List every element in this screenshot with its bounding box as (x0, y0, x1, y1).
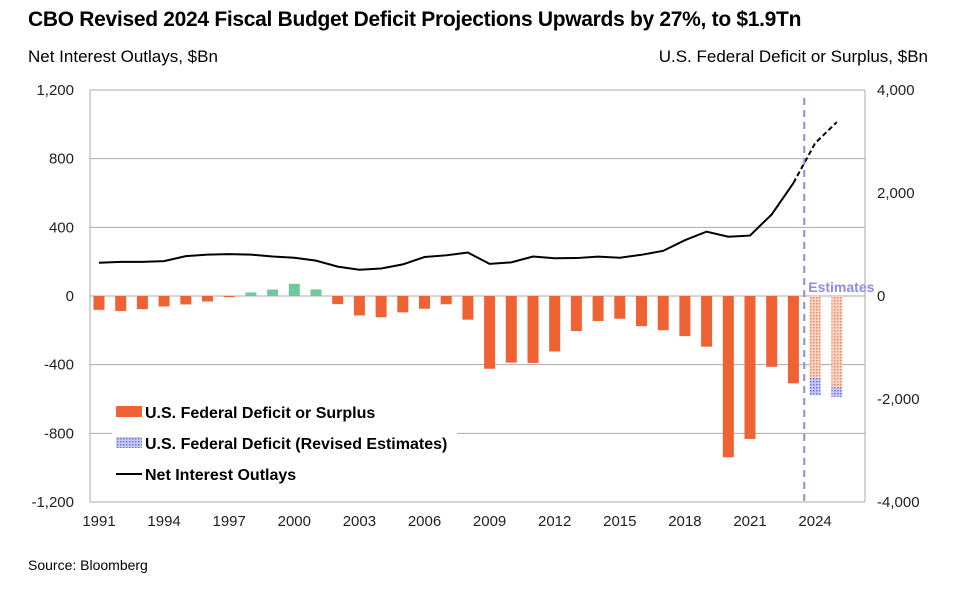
x-tick-label: 2021 (733, 513, 766, 530)
x-tick-label: 1991 (82, 513, 115, 530)
estimates-label: Estimates (808, 279, 874, 295)
left-tick-label: -1,200 (31, 494, 74, 511)
right-tick-label: 2,000 (877, 185, 915, 202)
legend-background (112, 398, 457, 490)
surplus-bar (245, 292, 257, 296)
right-tick-label: -4,000 (877, 494, 920, 511)
deficit-bar (332, 296, 344, 305)
left-tick-label: 1,200 (36, 82, 74, 99)
deficit-bar (549, 296, 561, 352)
revised-estimate-bar (809, 377, 821, 396)
net-interest-line (98, 182, 795, 271)
deficit-bar (614, 296, 626, 319)
left-tick-label: 800 (49, 151, 74, 168)
estimate-bar (831, 296, 843, 388)
deficit-bar (722, 296, 734, 458)
surplus-bar (288, 283, 300, 296)
deficit-bar (353, 296, 365, 316)
right-tick-label: -2,000 (877, 391, 920, 408)
deficit-bar (375, 296, 387, 318)
legend: U.S. Federal Deficit or Surplus U.S. Fede… (112, 398, 457, 490)
x-tick-label: 2012 (538, 513, 571, 530)
deficit-bar (93, 296, 105, 310)
x-tick-label: 2006 (408, 513, 441, 530)
deficit-bar (223, 296, 235, 298)
legend-label: U.S. Federal Deficit (Revised Estimates) (145, 436, 447, 453)
deficit-bar (679, 296, 691, 337)
legend-label: U.S. Federal Deficit or Surplus (145, 405, 375, 422)
deficit-bar (158, 296, 170, 307)
deficit-bar (397, 296, 409, 313)
left-tick-label: -400 (44, 357, 74, 374)
revised-estimate-bar (831, 387, 843, 397)
deficit-bar (766, 296, 778, 367)
x-tick-label: 2000 (278, 513, 311, 530)
deficit-bar (180, 296, 192, 305)
deficit-bar (115, 296, 127, 311)
deficit-bar (202, 296, 213, 302)
deficit-bar (701, 296, 713, 347)
deficit-bar (570, 296, 582, 332)
legend-swatch (116, 437, 142, 448)
deficit-bar (744, 296, 756, 439)
x-tick-label: 1997 (213, 513, 246, 530)
estimate-bar (809, 296, 821, 378)
deficit-bar (657, 296, 669, 331)
x-tick-label: 1994 (147, 513, 180, 530)
source-note: Source: Bloomberg (28, 557, 148, 573)
legend-swatch (116, 406, 142, 417)
x-tick-label: 2003 (343, 513, 376, 530)
deficit-bar (440, 296, 452, 305)
left-tick-label: 400 (49, 219, 74, 236)
x-tick-label: 2024 (798, 513, 831, 530)
legend-label: Net Interest Outlays (145, 467, 296, 484)
deficit-bar (592, 296, 604, 321)
left-tick-label: -800 (44, 425, 74, 442)
chart-title: CBO Revised 2024 Fiscal Budget Deficit P… (28, 8, 802, 31)
x-tick-label: 2009 (473, 513, 506, 530)
deficit-bar (419, 296, 430, 309)
left-tick-label: 0 (66, 288, 74, 305)
right-axis-title: U.S. Federal Deficit or Surplus, $Bn (658, 47, 928, 66)
left-axis-title: Net Interest Outlays, $Bn (28, 47, 218, 66)
deficit-bar (484, 296, 496, 369)
deficit-bar (636, 296, 647, 327)
net-interest-estimate-line (792, 121, 838, 184)
right-tick-label: 4,000 (877, 82, 915, 99)
right-tick-label: 0 (877, 288, 885, 305)
deficit-bar (787, 296, 799, 384)
surplus-bar (310, 289, 322, 296)
deficit-bar (527, 296, 539, 363)
x-tick-label: 2018 (668, 513, 701, 530)
surplus-bar (267, 289, 279, 296)
deficit-bar (505, 296, 517, 363)
deficit-bar (462, 296, 474, 320)
deficit-bar (136, 296, 148, 310)
x-tick-label: 2015 (603, 513, 636, 530)
